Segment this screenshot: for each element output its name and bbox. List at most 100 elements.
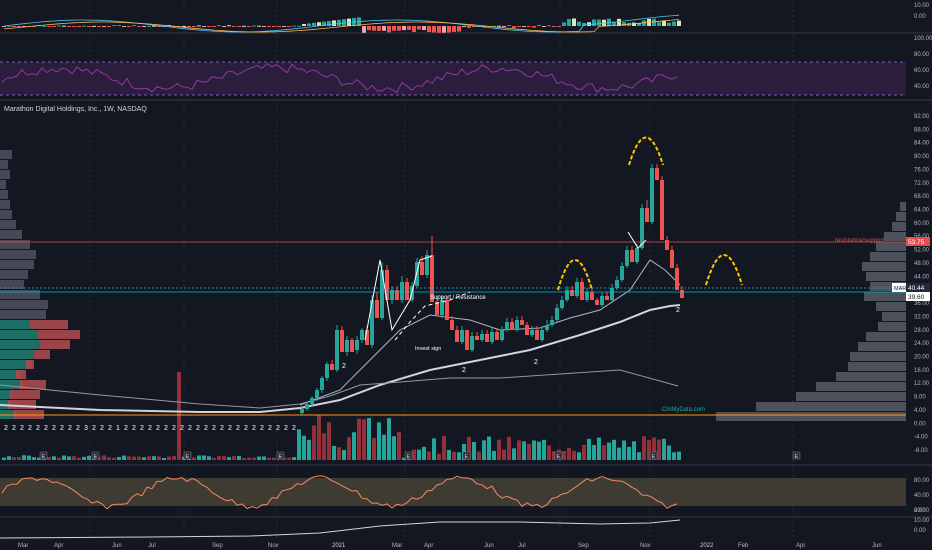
time-label: Mar xyxy=(18,543,28,549)
volume-bar xyxy=(352,432,356,460)
rsi-tick: 60.00 xyxy=(914,68,930,74)
volume-bar xyxy=(442,436,446,460)
price-tick: 12.00 xyxy=(914,381,930,387)
volume-bar xyxy=(32,457,36,460)
macd-bar xyxy=(597,19,601,26)
volume-bar xyxy=(2,457,6,460)
macd-tick: 0.00 xyxy=(914,14,926,20)
stoch-tick: 0.00 xyxy=(914,508,926,514)
count-label: 2 xyxy=(132,425,136,432)
candle-body xyxy=(455,330,459,342)
count-label: 2 xyxy=(28,425,32,432)
macd-bar xyxy=(212,26,216,27)
volume-bar xyxy=(427,451,431,460)
candle-body xyxy=(360,330,364,340)
volume-bar xyxy=(672,452,676,460)
candle-body xyxy=(660,180,664,240)
candle-body xyxy=(605,296,609,300)
time-label: Apr xyxy=(54,543,63,549)
count-label: 2 xyxy=(212,425,216,432)
candle-body xyxy=(510,322,514,330)
candle-body xyxy=(670,250,674,268)
candle-body xyxy=(570,290,574,296)
volume-bar xyxy=(412,449,416,460)
volume-bar xyxy=(107,457,111,460)
macd-bar xyxy=(282,26,286,27)
profile-bar-right xyxy=(850,352,906,361)
macd-bar xyxy=(152,25,156,27)
count-label: 2 xyxy=(76,425,80,432)
volume-bar xyxy=(122,455,126,460)
event-badge xyxy=(554,451,563,460)
time-axis[interactable]: Mar Apr Jun Jul Sep Nov 2021 Mar Apr Jun Jul Sep Nov… xyxy=(18,543,882,549)
candle-body xyxy=(335,330,339,370)
candle-body xyxy=(635,248,639,262)
volume-bar xyxy=(602,445,606,460)
macd-bar xyxy=(202,26,206,27)
macd-bar xyxy=(652,18,656,26)
profile-down xyxy=(10,390,40,399)
profile-up xyxy=(0,320,30,329)
volume-bar xyxy=(647,439,651,460)
candle-body xyxy=(555,308,559,320)
candle-body xyxy=(585,292,589,300)
volume-bar xyxy=(302,435,306,460)
time-label: Apr xyxy=(424,543,433,549)
profile-bar-right xyxy=(884,232,906,241)
count-label: 2 xyxy=(342,363,346,370)
candle-body xyxy=(650,168,654,222)
volume-bar xyxy=(87,455,91,460)
ma-long xyxy=(0,304,681,413)
time-label: Mar xyxy=(392,543,402,549)
macd-bar xyxy=(677,20,681,26)
candle-body xyxy=(505,322,509,330)
rsi-line xyxy=(1,62,678,94)
candle-body xyxy=(375,300,379,318)
volume-bar xyxy=(312,425,316,460)
candle-body xyxy=(450,320,454,330)
volume-bar xyxy=(237,455,241,460)
count-label: 2 xyxy=(20,425,24,432)
candle-body xyxy=(325,364,329,378)
profile-up xyxy=(0,350,34,359)
count-label: 2 xyxy=(676,307,680,314)
volume-bar xyxy=(147,456,151,460)
volume-bar xyxy=(667,445,671,460)
macd-bar xyxy=(297,25,301,27)
profile-bar-right xyxy=(848,362,906,371)
volume-bar xyxy=(227,457,231,460)
macd-bar xyxy=(387,26,391,33)
volume-bar xyxy=(612,439,616,460)
volume-bar xyxy=(507,436,511,460)
macd-bar xyxy=(552,26,556,27)
macd-bar xyxy=(137,26,141,27)
adx-pane: 20.00 10.00 0.00 xyxy=(0,508,930,539)
event-badge-letter: E xyxy=(652,454,656,460)
price-tick: 4.00 xyxy=(914,408,926,414)
profile-bar xyxy=(0,220,16,229)
volume-bar xyxy=(287,457,291,460)
macd-bar xyxy=(122,26,126,27)
profile-bar-right xyxy=(796,392,906,401)
candle-body xyxy=(345,340,349,352)
macd-bar xyxy=(667,22,671,26)
volume-bar xyxy=(567,447,571,460)
macd-bar xyxy=(242,25,246,27)
price-tick: 76.00 xyxy=(914,167,930,173)
count-label: 3 xyxy=(84,425,88,432)
volume-bar xyxy=(607,442,611,460)
macd-bar xyxy=(432,26,436,33)
volume-bar xyxy=(362,419,366,460)
candle-body xyxy=(305,404,309,409)
candle-body xyxy=(680,290,684,298)
resistance-label: resistance/support xyxy=(835,238,884,244)
candle-body xyxy=(445,300,449,320)
count-label: 2 xyxy=(148,425,152,432)
volume-bar xyxy=(397,432,401,460)
profile-bar xyxy=(0,270,28,279)
time-label: Jun xyxy=(112,543,122,549)
profile-down xyxy=(40,340,70,349)
candle-body xyxy=(645,208,649,222)
